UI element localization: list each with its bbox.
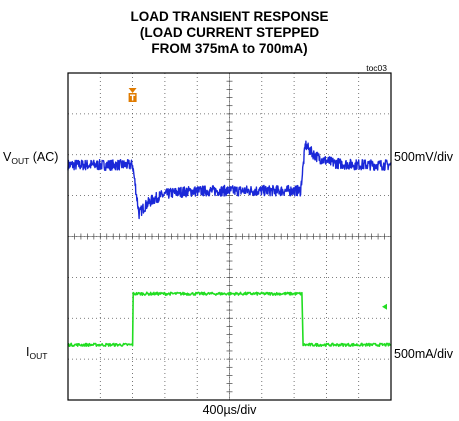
- trace-iout: [67, 291, 392, 347]
- graticule: [67, 72, 392, 401]
- chart-title-line-1: LOAD TRANSIENT RESPONSE: [130, 9, 329, 24]
- figure-id: toc03: [366, 63, 387, 73]
- channel-2-scale: 500mA/div: [394, 347, 454, 361]
- time-scale-label: 400µs/div: [202, 403, 257, 417]
- traces: [67, 140, 392, 347]
- markers: [128, 88, 387, 310]
- channel-2-label: IOUT: [26, 345, 48, 361]
- channel-1-label: VOUT (AC): [3, 150, 59, 166]
- trigger-arrow: [128, 88, 137, 93]
- trace-vout: [67, 140, 392, 220]
- channel-1-scale: 500mV/div: [394, 150, 454, 164]
- trigger-glyph-stem: [131, 94, 134, 101]
- chart-title-line-3: FROM 375mA to 700mA): [151, 41, 308, 56]
- chart-title-line-2: (LOAD CURRENT STEPPED: [139, 25, 320, 40]
- plot-frame: [67, 72, 392, 401]
- ch2-level-marker-icon: [382, 303, 387, 310]
- trigger-marker-icon: [128, 88, 137, 102]
